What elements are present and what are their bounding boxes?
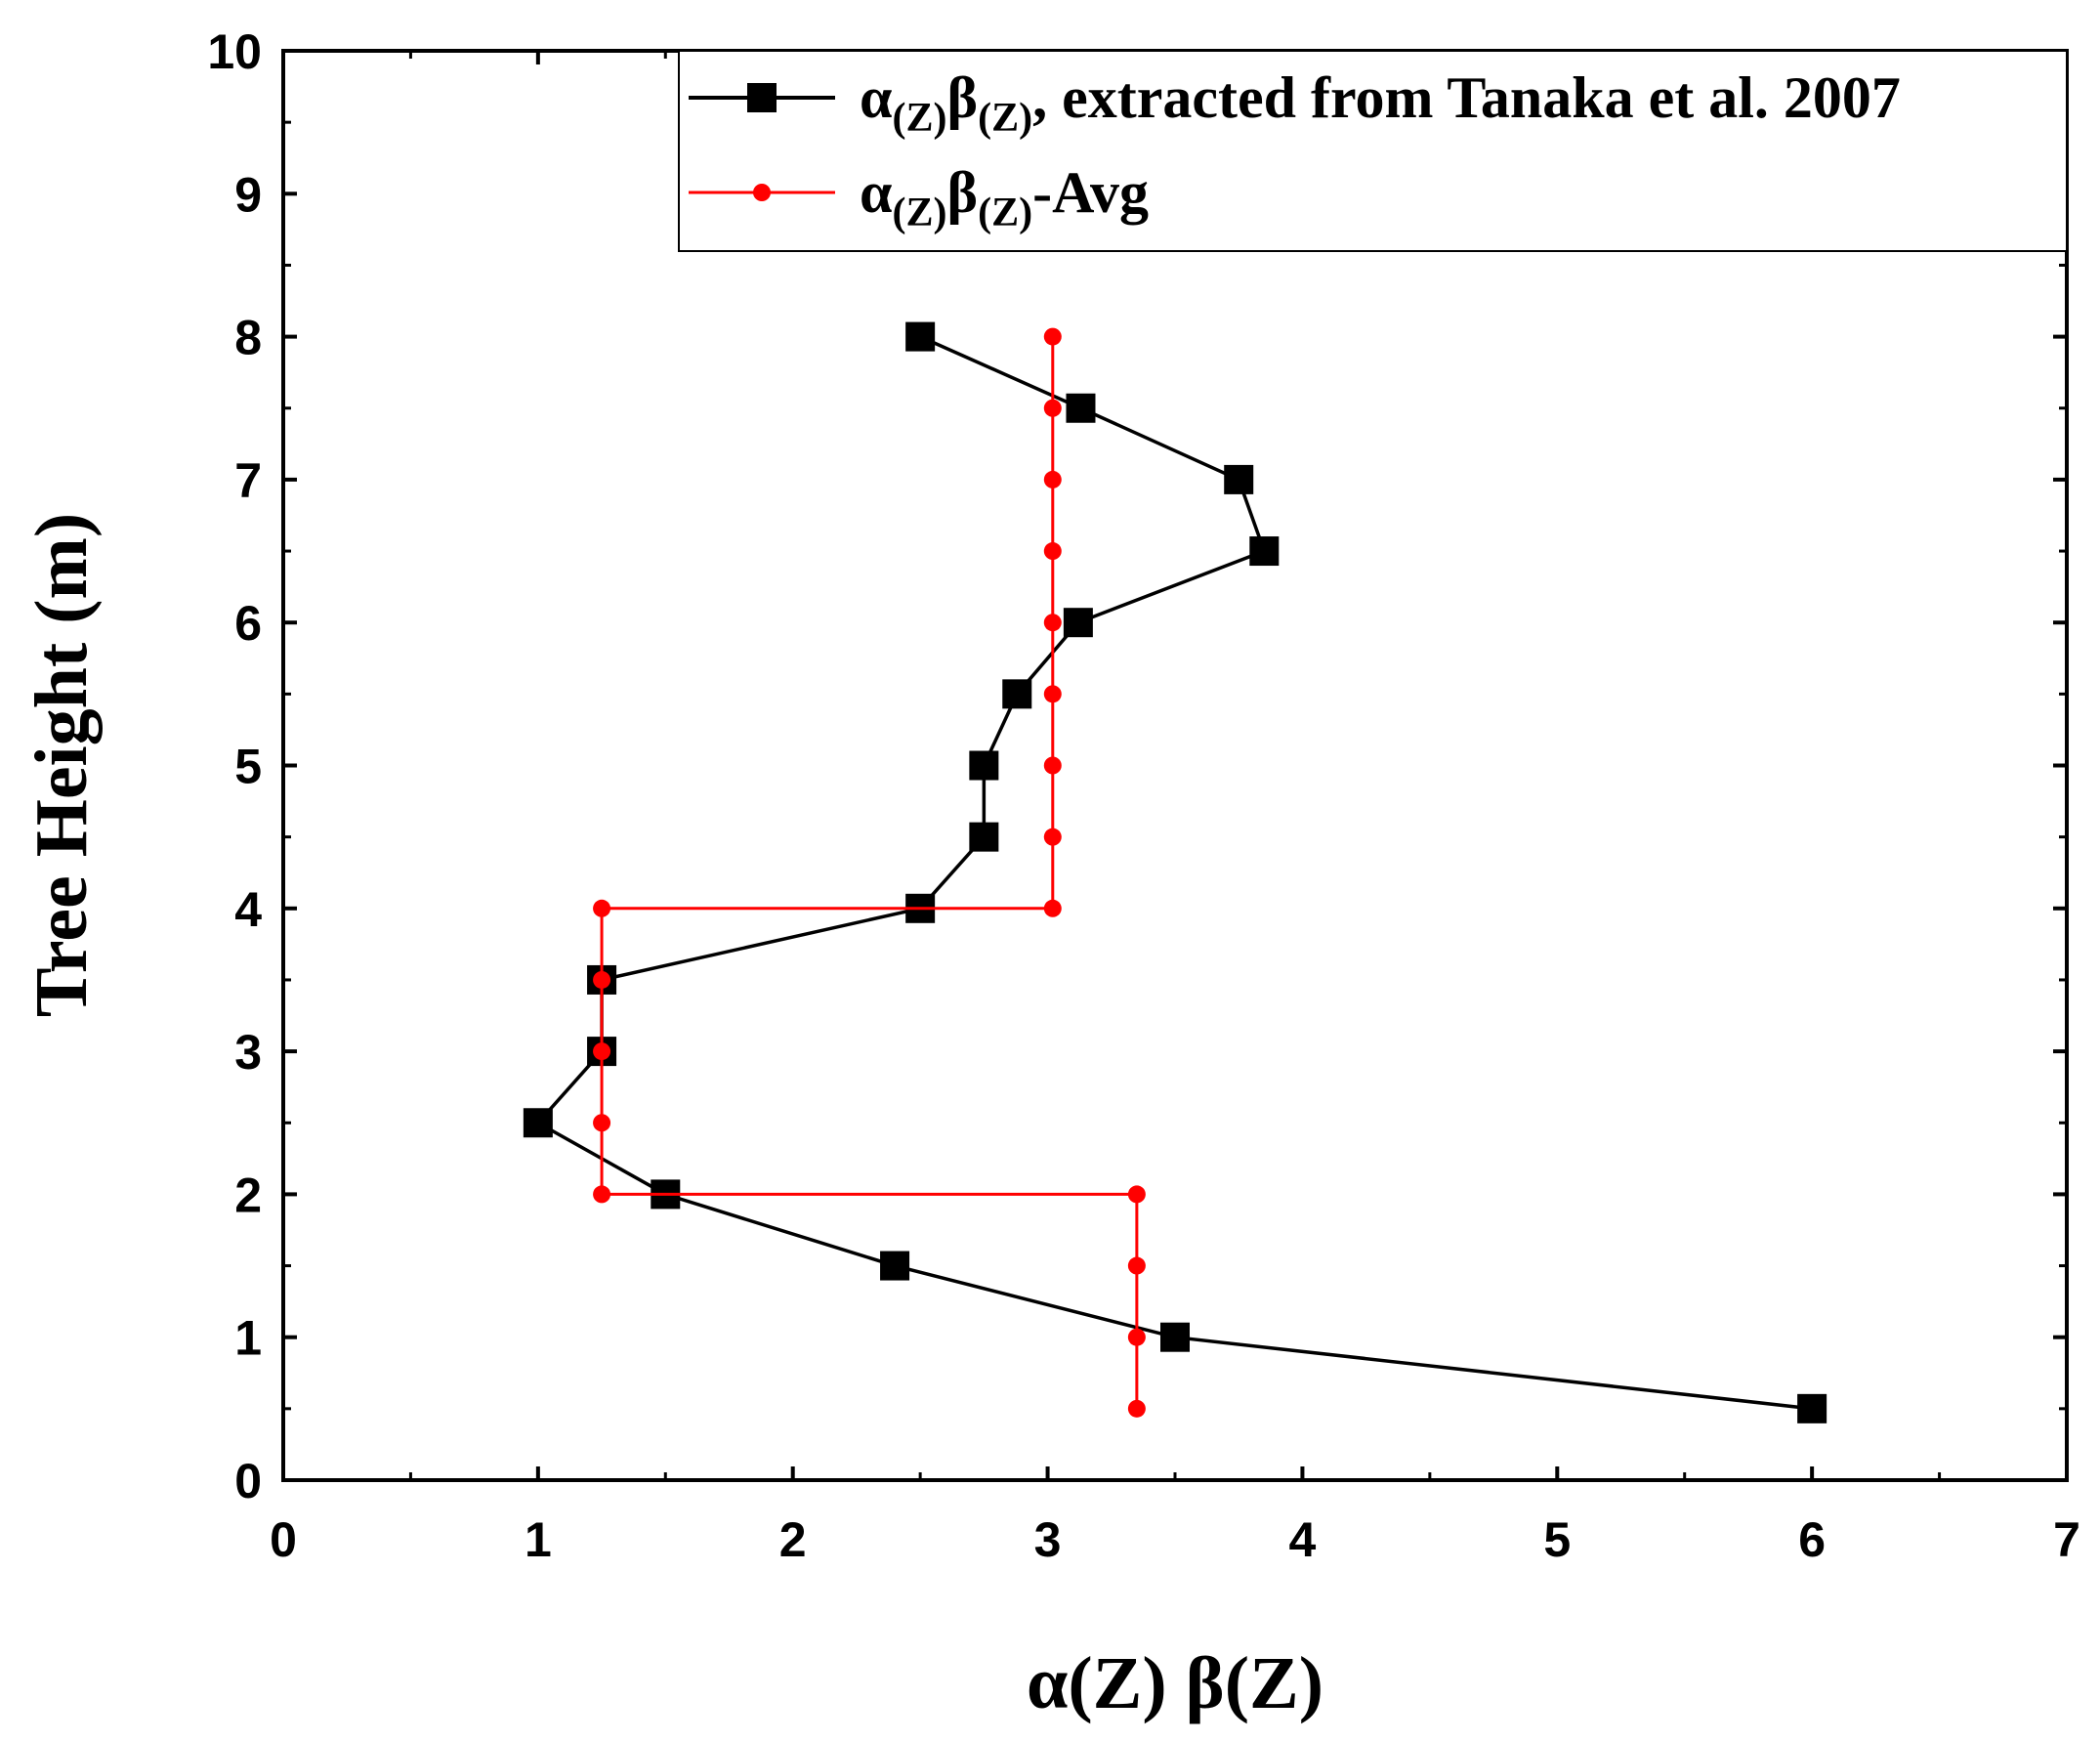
series-2-line xyxy=(600,336,1139,1409)
x-axis-title: α(Z) β(Z) xyxy=(1027,1642,1323,1724)
data-point-square xyxy=(1063,608,1093,638)
legend-label-series-1: α(Z)β(Z), extracted from Tanaka et al. 2… xyxy=(860,65,1901,141)
y-tick-label: 7 xyxy=(234,453,262,508)
y-tick-labels: 0 1 2 3 4 5 6 7 8 9 10 xyxy=(207,24,262,1508)
legend-2-sub-a: (Z) xyxy=(893,191,947,235)
x-tick-label: 3 xyxy=(1034,1512,1062,1567)
data-point-circle xyxy=(1127,1185,1146,1204)
y-tick-label: 0 xyxy=(234,1454,262,1508)
x-tick-label: 1 xyxy=(525,1512,552,1567)
data-point-square xyxy=(1797,1393,1827,1423)
data-point-square xyxy=(1002,679,1032,709)
data-point-circle xyxy=(1043,756,1062,775)
y-tick-label: 4 xyxy=(234,882,262,937)
y-tick-label: 5 xyxy=(234,740,262,794)
series-1-line xyxy=(535,335,1813,1411)
x-tick-label: 4 xyxy=(1289,1512,1317,1567)
y-tick-label: 1 xyxy=(234,1311,262,1366)
data-point-circle xyxy=(1127,1399,1146,1418)
legend-label-series-2: α(Z)β(Z)-Avg xyxy=(860,160,1149,235)
data-point-square xyxy=(969,822,999,852)
legend-2-beta: β xyxy=(947,160,979,225)
legend-2-rest: -Avg xyxy=(1032,160,1149,225)
series-layer xyxy=(523,321,1827,1423)
x-tick-labels: 0 1 2 3 4 5 6 7 xyxy=(270,1512,2080,1567)
y-tick-label: 3 xyxy=(234,1025,262,1080)
legend-1-sub-b: (Z) xyxy=(978,96,1032,141)
y-axis-title: Tree Height (m) xyxy=(21,513,103,1017)
data-point-circle xyxy=(1043,327,1062,346)
legend-box xyxy=(678,50,2068,252)
data-point-circle xyxy=(593,1185,611,1204)
data-point-square xyxy=(880,1251,910,1281)
data-point-circle xyxy=(1127,1328,1146,1346)
legend-1-alpha: α xyxy=(860,65,893,130)
y-tick-label: 10 xyxy=(207,24,262,79)
data-point-circle xyxy=(1127,1256,1146,1275)
legend: α(Z)β(Z), extracted from Tanaka et al. 2… xyxy=(678,50,2068,252)
y-tick-label: 6 xyxy=(234,596,262,651)
legend-marker-series-1 xyxy=(747,83,777,112)
x-tick-label: 6 xyxy=(1798,1512,1826,1567)
x-tick-label: 5 xyxy=(1543,1512,1571,1567)
data-point-circle xyxy=(1043,899,1062,917)
data-point-circle xyxy=(1043,470,1062,488)
y-tick-label: 2 xyxy=(234,1168,262,1222)
data-point-square xyxy=(523,1108,553,1138)
data-point-square xyxy=(905,321,936,352)
data-point-square xyxy=(1249,536,1280,567)
data-point-square xyxy=(969,750,999,781)
data-point-circle xyxy=(1043,542,1062,561)
data-point-circle xyxy=(1043,399,1062,417)
x-tick-label: 2 xyxy=(779,1512,807,1567)
x-tick-label: 7 xyxy=(2053,1512,2080,1567)
legend-marker-series-2 xyxy=(753,184,771,201)
data-point-circle xyxy=(1043,614,1062,632)
data-point-square xyxy=(1160,1322,1190,1352)
data-point-circle xyxy=(1043,828,1062,846)
data-point-circle xyxy=(593,970,611,989)
legend-1-beta: β xyxy=(947,65,979,130)
legend-2-alpha: α xyxy=(860,160,893,225)
data-point-circle xyxy=(593,1114,611,1132)
legend-1-sub-a: (Z) xyxy=(893,96,947,141)
data-point-square xyxy=(1224,464,1254,494)
data-point-circle xyxy=(593,1042,611,1061)
legend-1-rest: , extracted from Tanaka et al. 2007 xyxy=(1032,65,1901,130)
data-point-square xyxy=(1066,393,1096,423)
data-point-circle xyxy=(1043,685,1062,703)
y-tick-label: 8 xyxy=(234,311,262,365)
data-point-circle xyxy=(593,899,611,917)
series-2 xyxy=(593,327,1146,1418)
y-tick-label: 9 xyxy=(234,167,262,222)
x-tick-label: 0 xyxy=(270,1512,297,1567)
legend-2-sub-b: (Z) xyxy=(978,191,1032,235)
